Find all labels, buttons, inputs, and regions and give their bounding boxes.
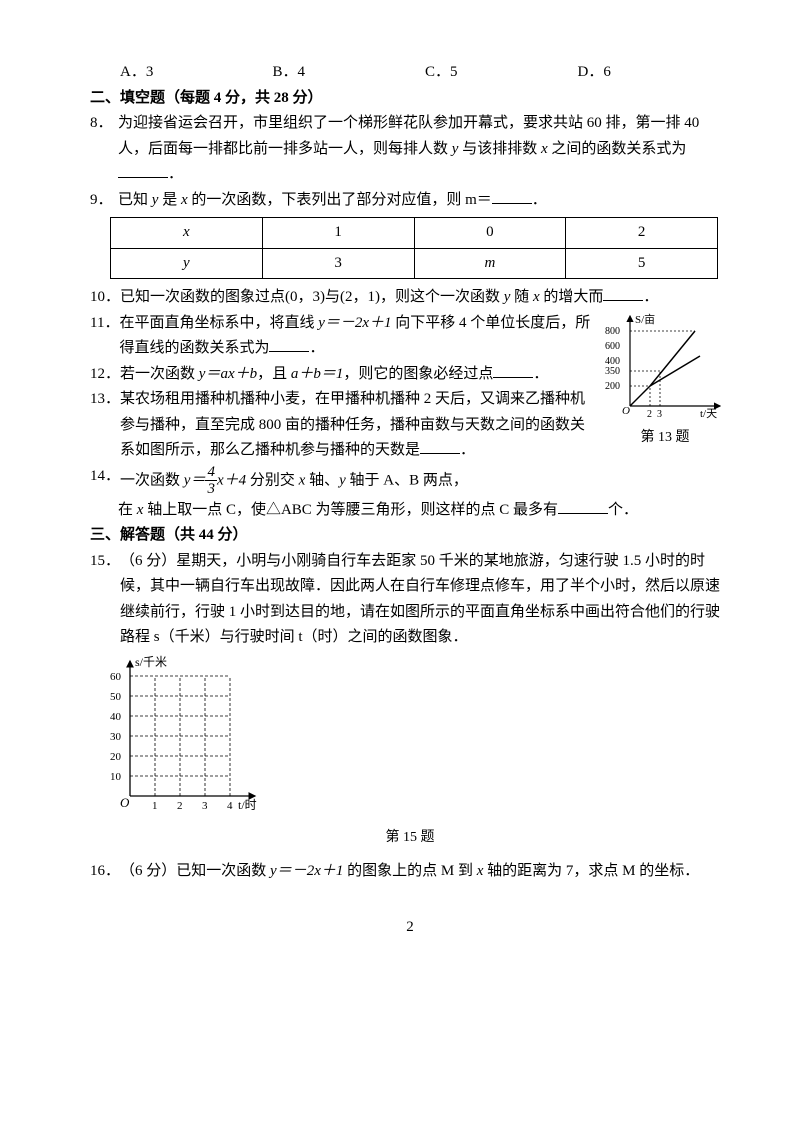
q15: 15． （6 分）星期天，小明与小刚骑自行车去距家 50 千米的某地旅游，匀速行…: [90, 549, 730, 651]
q14b: 在 x 轴上取一点 C，使△ABC 为等腰三角形，则这样的点 C 最多有个．: [90, 498, 730, 524]
svg-text:s/千米: s/千米: [135, 655, 167, 669]
q8: 8． 为迎接省运会召开，市里组织了一个梯形鲜花队参加开幕式，要求共站 60 排，…: [90, 111, 730, 188]
svg-text:10: 10: [110, 771, 122, 783]
section-3-title: 三、解答题（共 44 分）: [90, 523, 730, 549]
q10-num: 10．: [90, 285, 120, 311]
section-2-title: 二、填空题（每题 4 分，共 28 分）: [90, 86, 730, 112]
svg-text:t/时: t/时: [238, 798, 257, 812]
fig13: 800 600 400 350 200 2 3 O t/天 S/亩 第 13 题: [600, 311, 730, 450]
svg-text:600: 600: [605, 341, 620, 352]
q9-num: 9．: [90, 188, 118, 214]
opt-a: A．3: [120, 60, 273, 86]
svg-text:800: 800: [605, 326, 620, 337]
q16: 16． （6 分）已知一次函数 y＝－2x＋1 的图象上的点 M 到 x 轴的距…: [90, 859, 730, 885]
svg-text:50: 50: [110, 691, 122, 703]
q12-blank: [493, 362, 533, 378]
q8-num: 8．: [90, 111, 118, 188]
q10-blank: [603, 285, 643, 301]
svg-text:3: 3: [657, 409, 662, 420]
svg-text:60: 60: [110, 671, 122, 683]
svg-text:2: 2: [647, 409, 652, 420]
svg-text:350: 350: [605, 366, 620, 377]
fig13-caption: 第 13 题: [600, 426, 730, 450]
svg-text:4: 4: [227, 800, 233, 812]
svg-text:200: 200: [605, 381, 620, 392]
q9-body: 已知 y 是 x 的一次函数，下表列出了部分对应值，则 m＝．: [118, 188, 730, 214]
svg-text:30: 30: [110, 731, 122, 743]
fig15-caption: 第 15 题: [90, 826, 730, 850]
svg-text:O: O: [622, 405, 630, 417]
q9: 9． 已知 y 是 x 的一次函数，下表列出了部分对应值，则 m＝．: [90, 188, 730, 214]
fig13-svg: 800 600 400 350 200 2 3 O t/天 S/亩: [600, 311, 730, 426]
q9-blank: [492, 188, 532, 204]
svg-text:2: 2: [177, 800, 183, 812]
q12: 12． 若一次函数 y＝ax＋b，且 a＋b＝1，则它的图象必经过点．: [90, 362, 594, 388]
q13-blank: [420, 438, 460, 454]
q14: 14． 一次函数 y＝43x＋4 分别交 x 轴、y 轴于 A、B 两点，: [90, 464, 594, 498]
svg-text:1: 1: [152, 800, 158, 812]
q9-table: x 1 0 2 y 3 m 5: [110, 217, 718, 279]
q13: 13． 某农场租用播种机播种小麦，在甲播种机播种 2 天后，又调来乙播种机参与播…: [90, 387, 594, 464]
q14-blank: [558, 498, 608, 514]
q11-14-block: 11． 在平面直角坐标系中，将直线 y＝－2x＋1 向下平移 4 个单位长度后，…: [90, 311, 730, 498]
svg-text:S/亩: S/亩: [635, 312, 655, 326]
q11: 11． 在平面直角坐标系中，将直线 y＝－2x＋1 向下平移 4 个单位长度后，…: [90, 311, 594, 362]
opt-c: C．5: [425, 60, 578, 86]
fig15-svg: 10 20 30 40 50 60 1 2 3 4 O t/时 s/千米: [90, 651, 270, 826]
q8-blank: [118, 162, 168, 178]
opt-b: B．4: [273, 60, 426, 86]
fig15: 10 20 30 40 50 60 1 2 3 4 O t/时 s/千米 第 1…: [90, 651, 730, 850]
q10: 10． 已知一次函数的图象过点(0，3)与(2，1)，则这个一次函数 y 随 x…: [90, 285, 730, 311]
page-number: 2: [90, 915, 730, 941]
q7-options: A．3 B．4 C．5 D．6: [90, 60, 730, 86]
svg-text:t/天: t/天: [700, 408, 717, 420]
svg-text:O: O: [120, 795, 130, 810]
q11-blank: [269, 336, 309, 352]
opt-d: D．6: [578, 60, 731, 86]
q8-body: 为迎接省运会召开，市里组织了一个梯形鲜花队参加开幕式，要求共站 60 排，第一排…: [118, 111, 730, 188]
svg-text:40: 40: [110, 711, 122, 723]
svg-text:3: 3: [202, 800, 208, 812]
svg-text:20: 20: [110, 751, 122, 763]
